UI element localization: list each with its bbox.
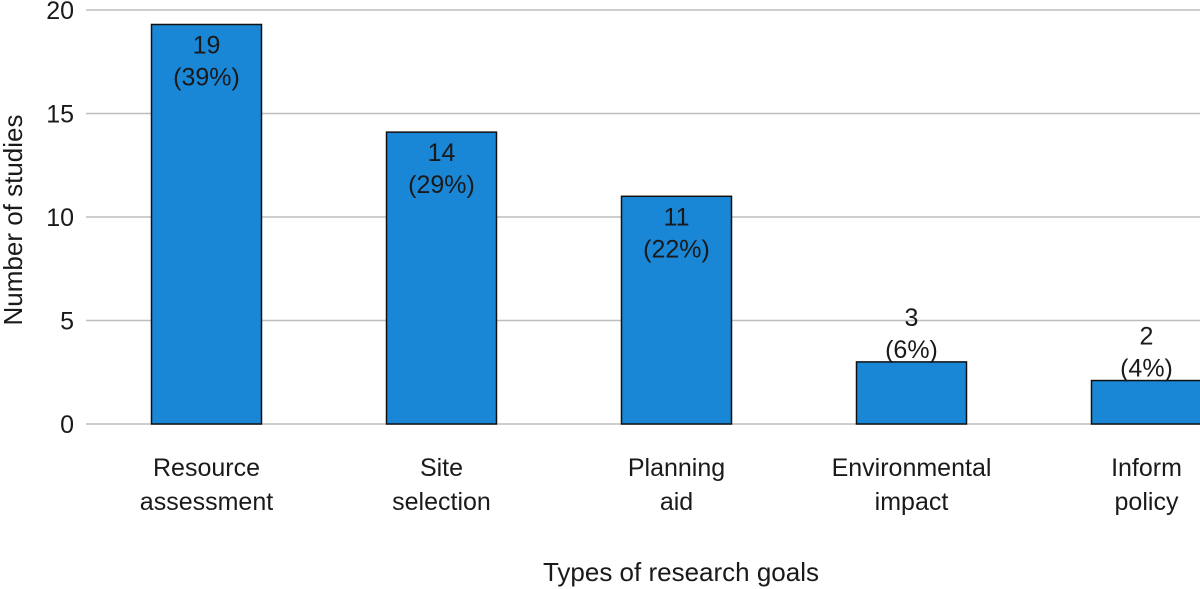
x-category-label: aid bbox=[660, 488, 693, 516]
bar-value-label: (6%) bbox=[885, 336, 938, 364]
bar-value-label: 14 bbox=[428, 139, 456, 167]
bar bbox=[150, 23, 263, 425]
y-axis-ticks: 0 5 10 15 20 bbox=[46, 0, 74, 439]
y-axis-title: Number of studies bbox=[0, 115, 28, 326]
bar bbox=[855, 361, 968, 425]
x-category-label: Inform bbox=[1111, 454, 1182, 482]
x-category-label: Resource bbox=[153, 454, 260, 482]
x-axis-title: Types of research goals bbox=[543, 557, 819, 587]
bar-value-label: (29%) bbox=[408, 171, 475, 199]
bar-value-label: 19 bbox=[193, 31, 221, 59]
bar-value-label: 3 bbox=[905, 304, 919, 332]
x-category-label: impact bbox=[875, 488, 949, 516]
data-labels: 19 (39%) 14 (29%) 11 (22%) 3 (6%) 2 (4%) bbox=[173, 31, 1173, 382]
bar bbox=[1090, 379, 1200, 425]
bars bbox=[150, 23, 1200, 425]
x-category-label: Planning bbox=[628, 454, 725, 482]
bar-value-label: (4%) bbox=[1120, 355, 1173, 383]
x-category-label: Site bbox=[420, 454, 463, 482]
bar bbox=[620, 195, 733, 425]
y-tick-label: 20 bbox=[46, 0, 74, 25]
x-category-label: selection bbox=[392, 488, 491, 516]
y-tick-label: 15 bbox=[46, 101, 74, 129]
x-category-label: Environmental bbox=[832, 454, 992, 482]
x-category-label: policy bbox=[1115, 488, 1179, 516]
y-tick-label: 5 bbox=[60, 308, 74, 336]
bar-value-label: (22%) bbox=[643, 235, 710, 263]
x-category-label: assessment bbox=[140, 488, 273, 516]
y-tick-label: 0 bbox=[60, 411, 74, 439]
bar-value-label: (39%) bbox=[173, 63, 240, 91]
bar-value-label: 2 bbox=[1140, 323, 1154, 351]
y-tick-label: 10 bbox=[46, 204, 74, 232]
x-axis-categories: Resource assessment Site selection Planning a… bbox=[140, 454, 1182, 516]
bar-value-label: 11 bbox=[664, 203, 690, 231]
bar bbox=[385, 131, 498, 425]
